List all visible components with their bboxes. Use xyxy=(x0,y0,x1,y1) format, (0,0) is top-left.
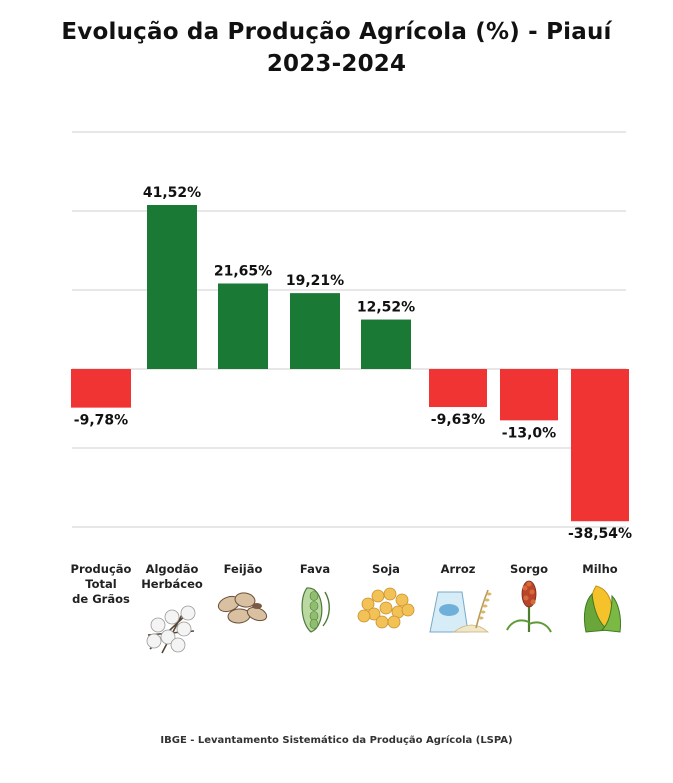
category-label: Sorgo xyxy=(510,562,548,576)
crop-icons xyxy=(146,580,621,654)
fava-pod-icon xyxy=(301,587,330,633)
value-label: -13,0% xyxy=(502,425,556,441)
category-label: Soja xyxy=(372,562,400,576)
bar xyxy=(571,369,629,522)
beans-icon xyxy=(217,592,268,624)
value-label: 19,21% xyxy=(286,273,344,289)
bar-chart: -9,78% 41,52% 21,65% 19,21% 12,52% -9,63% -13,… xyxy=(71,131,632,654)
category-label: Total xyxy=(85,577,116,591)
source-footer: IBGE - Levantamento Sistemático da Produ… xyxy=(160,735,513,746)
value-label: 21,65% xyxy=(214,263,272,279)
corn-icon xyxy=(583,585,621,633)
chart-title: Evolução da Produção Agrícola (%) - Piau… xyxy=(0,16,673,80)
bar xyxy=(429,369,487,408)
category-label: Milho xyxy=(582,562,618,576)
value-label: -9,78% xyxy=(74,413,128,429)
cotton-icon xyxy=(146,605,196,654)
category-label: Fava xyxy=(300,562,330,576)
category-label: Feijão xyxy=(224,562,263,576)
bar xyxy=(361,319,411,369)
sorghum-icon xyxy=(506,580,552,633)
bars xyxy=(71,204,629,522)
category-label: Arroz xyxy=(441,562,476,576)
category-label: de Grãos xyxy=(72,592,130,606)
value-label: 12,52% xyxy=(357,300,415,316)
title-line-1: Evolução da Produção Agrícola (%) - Piau… xyxy=(61,19,612,45)
bar xyxy=(147,204,197,369)
category-label: Herbáceo xyxy=(141,577,203,591)
value-labels: -9,78% 41,52% 21,65% 19,21% 12,52% -9,63% -13,… xyxy=(74,185,632,542)
value-label: 41,52% xyxy=(143,185,201,201)
bar xyxy=(218,283,268,369)
bar xyxy=(500,369,558,421)
rice-bag-icon xyxy=(429,589,492,633)
title-line-2: 2023-2024 xyxy=(266,51,407,77)
value-label: -9,63% xyxy=(431,412,485,428)
category-label: Produção xyxy=(71,562,132,576)
soy-icon xyxy=(357,587,415,629)
bar xyxy=(290,293,340,369)
bar xyxy=(71,369,131,408)
category-label: Algodão xyxy=(146,562,199,576)
value-label: -38,54% xyxy=(568,526,632,542)
